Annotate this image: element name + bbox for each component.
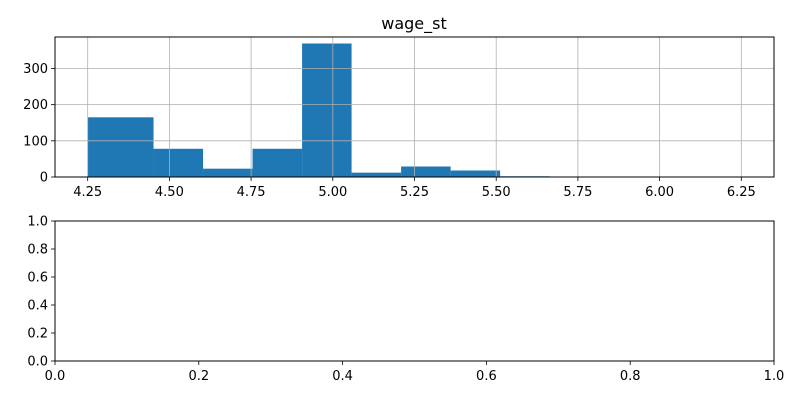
chart-title: wage_st [381,14,447,34]
x-tick-label: 5.25 [400,185,429,200]
y-axis: 0 100 200 300 [23,62,55,186]
y-tick-label: 0.2 [27,327,48,342]
empty-subplot: 0.0 0.2 0.4 0.6 0.8 1.0 0.0 0.2 0.4 0.6 0.8 1.0 [27,215,784,385]
x-tick-label: 6.00 [645,185,674,200]
histogram-bar [252,148,303,177]
x-axis: 0.0 0.2 0.4 0.6 0.8 1.0 [45,361,785,384]
histogram-subplot: wage_st 4.25 4.50 4.75 5.00 5.25 5.50 5.75 6.00… [23,14,775,200]
x-tick-label: 4.25 [73,185,102,200]
histogram-bar [401,166,451,177]
histogram-bar [203,168,253,177]
x-tick-label: 0.6 [476,369,497,384]
y-tick-label: 0.0 [27,355,48,370]
histogram-bar [450,170,501,177]
x-tick-label: 1.0 [764,369,785,384]
y-tick-label: 200 [23,98,48,113]
x-tick-label: 0.8 [620,369,641,384]
axes-frame [54,220,775,362]
histogram-bar [302,43,352,178]
x-tick-label: 4.50 [155,185,184,200]
y-tick-label: 0 [40,171,48,186]
y-axis: 0.0 0.2 0.4 0.6 0.8 1.0 [27,215,55,370]
y-tick-label: 300 [23,62,48,77]
x-tick-label: 5.00 [318,185,347,200]
y-tick-label: 0.6 [27,271,48,286]
y-tick-label: 100 [23,134,48,149]
histogram-bars [87,43,649,178]
histogram-bar [351,172,402,177]
x-tick-label: 0.0 [45,369,66,384]
x-tick-label: 5.75 [563,185,592,200]
x-tick-label: 4.75 [237,185,266,200]
x-tick-label: 0.2 [188,369,209,384]
x-tick-label: 0.4 [332,369,353,384]
y-tick-label: 0.8 [27,243,48,258]
x-axis: 4.25 4.50 4.75 5.00 5.25 5.50 5.75 6.00 6.25 [73,177,756,200]
histogram-bar [153,148,204,177]
y-tick-label: 0.4 [27,299,48,314]
x-tick-label: 5.50 [482,185,511,200]
y-tick-label: 1.0 [27,215,48,230]
x-tick-label: 6.25 [727,185,756,200]
histogram-bar [87,117,154,177]
